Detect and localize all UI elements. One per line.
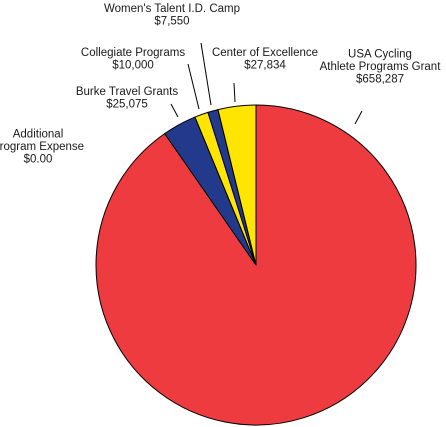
slice-label-2: Burke Travel Grants $25,075 (76, 86, 179, 111)
slice-labels: USA Cycling Athlete Programs Grant $658,28… (0, 3, 441, 166)
slice-label-0: USA Cycling Athlete Programs Grant $658,28… (320, 49, 442, 86)
slice-label-3: Collegiate Programs $10,000 (81, 47, 185, 72)
slice-value-label: $0.00 (24, 154, 53, 166)
slice-name-label: Burke Travel Grants (76, 86, 179, 98)
slice-label-4: Women's Talent I.D. Camp $7,550 (104, 3, 240, 28)
slice-name-label: USA Cycling (348, 49, 412, 61)
slice-value-label: $10,000 (112, 59, 154, 71)
leader-line-2 (170, 103, 179, 118)
slice-name-label: Program Expense (0, 141, 84, 153)
slice-value-label: $25,075 (106, 98, 148, 110)
leader-line-3 (187, 63, 200, 110)
slice-name-label: Additional (13, 129, 64, 141)
slice-label-1: Additional Program Expense $0.00 (0, 129, 84, 166)
pie-slice-5 (217, 104, 257, 266)
leader-line-0 (354, 110, 363, 125)
slice-name-label: Collegiate Programs (81, 47, 185, 59)
slice-name-label: Center of Excellence (212, 47, 318, 59)
slice-value-label: $658,287 (356, 74, 404, 86)
slice-value-label: $27,834 (244, 59, 286, 71)
slice-name-label: Athlete Programs Grant (320, 61, 442, 73)
leader-lines (170, 42, 363, 125)
slice-name-label: Women's Talent I.D. Camp (104, 3, 240, 15)
slice-label-5: Center of Excellence $27,834 (212, 47, 318, 72)
slice-value-label: $7,550 (154, 15, 189, 27)
leader-line-5 (233, 82, 236, 103)
leader-line-4 (200, 42, 212, 106)
pie-slices (95, 104, 417, 426)
